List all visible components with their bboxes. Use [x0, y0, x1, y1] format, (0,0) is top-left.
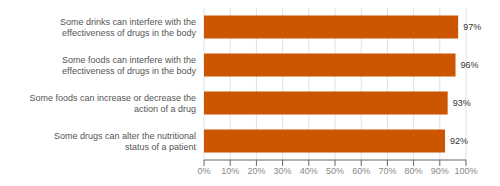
svg-text:Some drinks can interfere with: Some drinks can interfere with theeffect…	[60, 17, 197, 38]
svg-text:50%: 50%	[326, 166, 344, 176]
svg-text:40%: 40%	[300, 166, 318, 176]
svg-text:Some foods can increase or dec: Some foods can increase or decrease thea…	[29, 93, 196, 114]
svg-text:80%: 80%	[405, 166, 423, 176]
svg-text:20%: 20%	[247, 166, 265, 176]
svg-text:100%: 100%	[454, 166, 477, 176]
svg-text:Some drugs can alter the nutri: Some drugs can alter the nutritionalstat…	[54, 131, 197, 152]
svg-text:10%: 10%	[221, 166, 239, 176]
svg-text:93%: 93%	[453, 98, 471, 108]
svg-text:60%: 60%	[352, 166, 370, 176]
svg-text:97%: 97%	[463, 22, 481, 32]
svg-text:30%: 30%	[274, 166, 292, 176]
svg-text:0%: 0%	[197, 166, 210, 176]
svg-text:90%: 90%	[431, 166, 449, 176]
svg-text:70%: 70%	[378, 166, 396, 176]
svg-text:92%: 92%	[450, 136, 468, 146]
svg-text:Some foods can interfere with: Some foods can interfere with theeffecti…	[62, 55, 197, 76]
svg-text:96%: 96%	[461, 60, 479, 70]
